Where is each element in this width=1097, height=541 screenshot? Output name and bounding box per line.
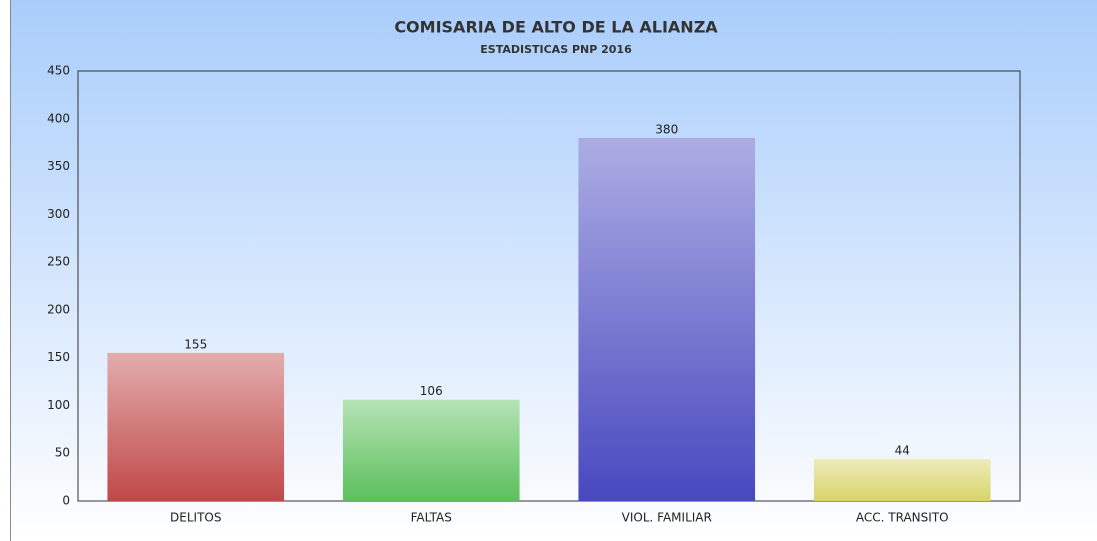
y-tick-label: 250: [47, 255, 70, 269]
chart-title: COMISARIA DE ALTO DE LA ALIANZA: [394, 18, 718, 37]
y-tick-label: 450: [47, 64, 70, 78]
value-label: 106: [420, 384, 443, 398]
value-label: 44: [895, 443, 910, 457]
y-tick-label: 300: [47, 207, 70, 221]
y-tick-label: 100: [47, 398, 70, 412]
y-tick-label: 0: [62, 494, 70, 508]
x-tick-label: FALTAS: [411, 511, 452, 525]
y-tick-label: 400: [47, 111, 70, 125]
bar: [107, 352, 285, 501]
bar: [813, 458, 991, 501]
y-tick-label: 150: [47, 350, 70, 364]
plot-area: [77, 70, 1021, 502]
bar: [342, 399, 520, 501]
x-tick-label: VIOL. FAMILIAR: [622, 511, 712, 525]
chart-subtitle: ESTADISTICAS PNP 2016: [480, 43, 632, 56]
y-tick-label: 200: [47, 302, 70, 316]
bar: [578, 137, 756, 501]
x-tick-label: DELITOS: [170, 511, 221, 525]
x-tick-label: ACC. TRANSITO: [856, 511, 949, 525]
value-label: 155: [184, 337, 207, 351]
y-tick-label: 50: [55, 446, 70, 460]
value-label: 380: [655, 122, 678, 136]
y-tick-label: 350: [47, 159, 70, 173]
